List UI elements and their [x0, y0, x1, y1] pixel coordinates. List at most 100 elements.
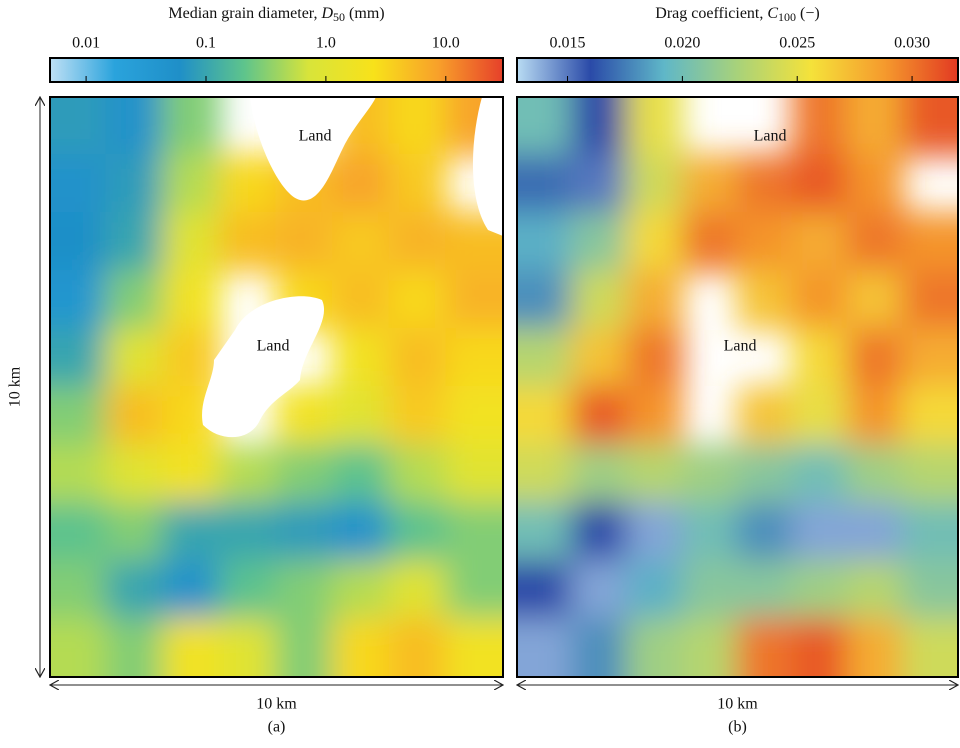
colorbar-tick-label: 0.025 — [779, 35, 815, 52]
colorbar-tick-label: 10.0 — [432, 35, 460, 52]
cell — [681, 618, 739, 677]
cell — [571, 560, 629, 620]
title-symbol: C — [767, 5, 778, 22]
cell — [791, 386, 849, 446]
cell — [275, 386, 335, 446]
cell — [517, 270, 574, 330]
cell — [388, 618, 448, 677]
cell — [681, 444, 739, 504]
cell — [162, 154, 221, 214]
colorbar-tick-label: 0.1 — [196, 35, 216, 52]
cell — [445, 328, 503, 388]
cell — [388, 97, 448, 156]
cell — [218, 560, 278, 620]
x-axis-label: 10 km — [256, 696, 297, 713]
cell — [626, 386, 684, 446]
cell — [50, 560, 108, 620]
land — [250, 97, 376, 201]
cell — [105, 270, 165, 330]
cell — [571, 618, 629, 677]
cell — [517, 502, 574, 562]
cell — [736, 444, 794, 504]
cell — [105, 618, 165, 677]
land-label: Land — [299, 128, 332, 145]
title-text: Drag coefficient, — [655, 5, 767, 22]
cell — [332, 386, 391, 446]
cell — [626, 212, 684, 272]
colorbar-tick-label: 0.020 — [664, 35, 700, 52]
cell — [445, 618, 503, 677]
cell — [332, 502, 391, 562]
colorbar-tick-label: 0.015 — [550, 35, 586, 52]
cell — [445, 444, 503, 504]
cell — [50, 444, 108, 504]
cell — [901, 386, 958, 446]
land-shapes — [202, 97, 503, 438]
cell — [517, 560, 574, 620]
cell — [50, 502, 108, 562]
map-frame — [49, 96, 504, 678]
cell — [791, 328, 849, 388]
cell — [626, 618, 684, 677]
cell — [791, 270, 849, 330]
cell — [445, 386, 503, 446]
cell — [388, 212, 448, 272]
cell — [901, 270, 958, 330]
cell — [626, 328, 684, 388]
cell — [901, 212, 958, 272]
cell — [846, 560, 904, 620]
cell — [388, 154, 448, 214]
panel-label: (b) — [728, 719, 747, 736]
cell — [332, 154, 391, 214]
cell — [791, 444, 849, 504]
colorbar-tick-label: 0.030 — [894, 35, 930, 52]
cell — [50, 386, 108, 446]
cell — [50, 97, 108, 156]
cell — [105, 97, 165, 156]
land-label: Land — [754, 128, 787, 145]
cell — [218, 212, 278, 272]
cell — [517, 97, 574, 156]
cell — [626, 154, 684, 214]
cell — [901, 502, 958, 562]
map-cells — [517, 97, 958, 677]
cell — [901, 97, 958, 156]
cell — [162, 560, 221, 620]
land — [472, 97, 503, 236]
title-symbol: D — [320, 5, 333, 22]
title-subscript: 50 — [333, 10, 345, 24]
cell — [791, 560, 849, 620]
cell — [571, 386, 629, 446]
cell — [275, 618, 335, 677]
cell — [846, 154, 904, 214]
cell — [218, 618, 278, 677]
cell — [571, 97, 629, 156]
cell — [162, 502, 221, 562]
cell — [791, 97, 849, 156]
cell — [105, 212, 165, 272]
cell — [791, 618, 849, 677]
panel-label: (a) — [268, 719, 286, 736]
cell — [571, 212, 629, 272]
cell — [162, 270, 221, 330]
cell — [736, 212, 794, 272]
cell — [445, 502, 503, 562]
cell — [901, 560, 958, 620]
cell — [517, 386, 574, 446]
land-label: Land — [724, 338, 757, 355]
cell — [105, 386, 165, 446]
cell — [388, 328, 448, 388]
cell — [218, 502, 278, 562]
cell — [332, 328, 391, 388]
title-subscript: 100 — [778, 10, 796, 24]
y-axis-label: 10 km — [7, 366, 24, 407]
cell — [332, 560, 391, 620]
cell — [571, 154, 629, 214]
cell — [846, 270, 904, 330]
cell — [846, 444, 904, 504]
cell — [105, 444, 165, 504]
cell — [105, 502, 165, 562]
cell — [846, 618, 904, 677]
